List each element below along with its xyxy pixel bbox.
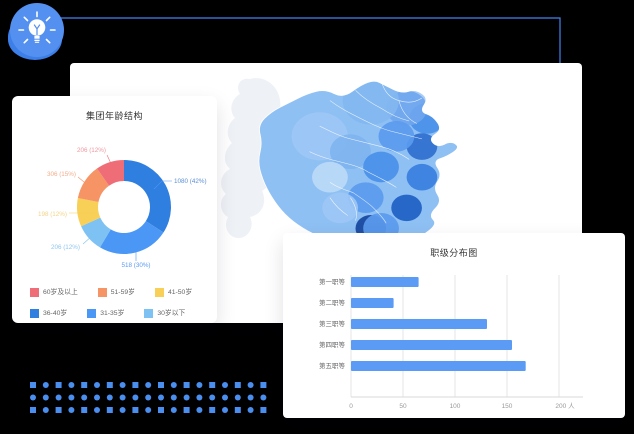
svg-text:第四职等: 第四职等: [319, 340, 346, 349]
svg-text:150: 150: [502, 403, 513, 410]
svg-text:第三职等: 第三职等: [319, 319, 346, 328]
svg-text:1080 (42%): 1080 (42%): [174, 178, 207, 185]
svg-text:198 (12%): 198 (12%): [38, 211, 67, 218]
svg-text:第一职等: 第一职等: [319, 277, 346, 286]
svg-text:0: 0: [349, 403, 353, 410]
svg-text:200 人: 200 人: [555, 402, 575, 410]
svg-text:第五职等: 第五职等: [319, 361, 346, 370]
svg-text:100: 100: [450, 403, 461, 410]
svg-text:206 (12%): 206 (12%): [51, 244, 80, 251]
svg-text:306 (15%): 306 (15%): [47, 171, 76, 178]
svg-text:50: 50: [399, 403, 407, 410]
svg-text:第二职等: 第二职等: [319, 298, 346, 307]
svg-text:206 (12%): 206 (12%): [77, 147, 106, 154]
svg-text:518 (30%): 518 (30%): [121, 262, 150, 269]
